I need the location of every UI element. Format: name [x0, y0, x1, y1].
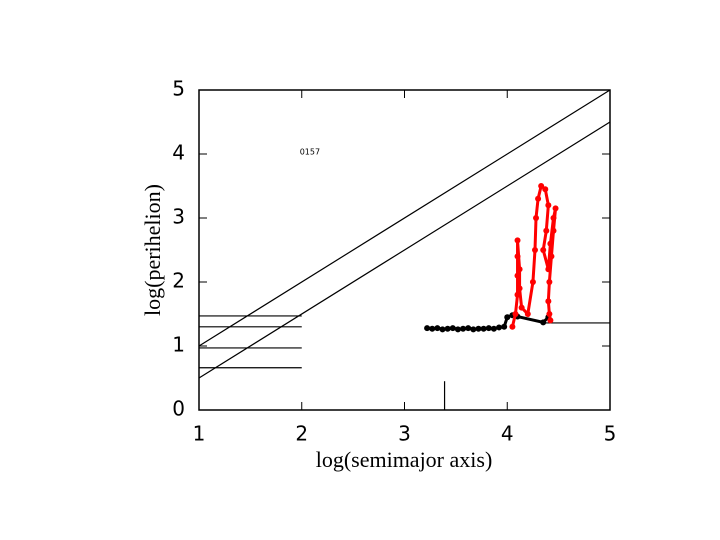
point — [542, 186, 549, 193]
point — [546, 279, 553, 285]
point — [535, 195, 542, 202]
point — [465, 325, 472, 332]
point — [516, 285, 523, 292]
point — [545, 298, 552, 305]
point — [501, 323, 508, 330]
point — [509, 323, 516, 330]
point — [547, 240, 554, 247]
point — [540, 319, 547, 326]
annotation: 0157 — [300, 148, 320, 157]
x-tick-label: 3 — [398, 422, 411, 446]
point — [485, 325, 492, 332]
point — [429, 325, 436, 332]
point — [449, 325, 456, 332]
point — [480, 325, 487, 332]
point — [545, 266, 552, 273]
point — [548, 253, 555, 260]
point — [545, 202, 552, 209]
point — [540, 247, 547, 253]
point — [524, 311, 531, 317]
point — [546, 311, 553, 317]
point — [490, 325, 497, 332]
point — [444, 325, 451, 332]
y-tick-label: 5 — [172, 77, 185, 101]
y-tick-label: 0 — [172, 397, 185, 421]
y-tick-label: 1 — [172, 333, 185, 357]
point — [529, 279, 536, 285]
point — [470, 326, 477, 333]
point — [424, 325, 431, 332]
x-tick-label: 2 — [295, 422, 308, 446]
point — [531, 247, 538, 253]
point — [538, 183, 545, 189]
point — [518, 304, 525, 311]
reference-line — [198, 121, 611, 379]
point — [434, 325, 441, 332]
point — [550, 215, 557, 221]
point — [552, 205, 559, 212]
point — [533, 215, 540, 221]
point — [504, 314, 511, 321]
point — [514, 253, 521, 260]
x-axis-title: log(semimajor axis) — [316, 447, 493, 472]
point — [475, 325, 482, 332]
x-tick-label: 1 — [193, 422, 206, 446]
point — [454, 326, 461, 333]
y-tick-label: 2 — [172, 269, 185, 293]
x-tick-label: 5 — [604, 422, 617, 446]
point — [550, 227, 557, 234]
point — [460, 325, 467, 332]
point — [543, 227, 550, 234]
y-tick-label: 4 — [172, 141, 185, 165]
point — [439, 326, 446, 333]
point — [514, 291, 521, 298]
y-tick-label: 3 — [172, 205, 185, 229]
point — [514, 272, 521, 279]
point — [516, 266, 523, 273]
point — [512, 311, 519, 317]
point — [547, 317, 554, 324]
reference-line — [198, 89, 611, 347]
x-tick-label: 4 — [501, 422, 514, 446]
point — [496, 324, 503, 331]
point — [514, 237, 521, 244]
y-axis-title: log(perihelion) — [140, 184, 165, 316]
